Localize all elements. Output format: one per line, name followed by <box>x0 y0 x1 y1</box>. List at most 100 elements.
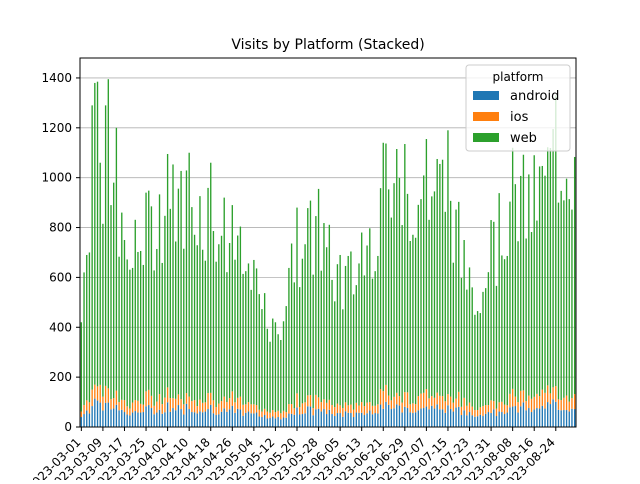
bar-web <box>363 275 366 407</box>
bar-web <box>336 264 339 404</box>
bar-android <box>485 413 487 427</box>
bar-ios <box>471 406 473 416</box>
bar-ios <box>557 399 560 410</box>
bar-ios <box>234 402 236 413</box>
bar-android <box>266 418 269 427</box>
bar-android <box>452 411 455 427</box>
bar-android <box>193 412 196 427</box>
bar-web <box>150 206 153 396</box>
bar-ios <box>94 384 96 399</box>
bar-android <box>544 408 546 427</box>
bar-web <box>274 322 277 413</box>
bar-web <box>511 147 514 389</box>
bar-web <box>113 182 115 399</box>
bar-android <box>439 409 441 427</box>
bar-web <box>156 248 158 402</box>
bar-android <box>272 416 274 427</box>
bar-web <box>530 232 533 399</box>
bar-ios <box>506 405 508 413</box>
bar-web <box>468 267 471 403</box>
bar-ios <box>331 405 333 415</box>
bar-ios <box>396 392 398 405</box>
bar-android <box>139 412 142 427</box>
bar-web <box>255 268 258 406</box>
legend-label-ios: ios <box>510 110 529 125</box>
bar-android <box>220 411 223 427</box>
bar-ios <box>102 396 104 411</box>
bar-ios <box>312 408 314 416</box>
bar-ios <box>261 411 263 418</box>
bar-ios <box>148 389 150 406</box>
bar-android <box>323 409 325 427</box>
bar-android <box>166 402 169 427</box>
bar-ios <box>199 399 201 412</box>
bar-ios <box>137 400 139 413</box>
bar-ios <box>80 411 83 418</box>
bar-web <box>231 205 233 392</box>
bar-android <box>428 409 430 427</box>
bar-android <box>110 409 112 427</box>
bar-android <box>385 401 387 427</box>
bar-ios <box>201 402 204 413</box>
bar-web <box>118 256 120 403</box>
y-tick-label: 1400 <box>41 71 72 85</box>
bar-android <box>468 412 471 427</box>
bar-web <box>277 334 279 411</box>
bar-ios <box>525 401 527 411</box>
bar-ios <box>207 393 209 410</box>
bar-android <box>183 414 185 427</box>
bar-android <box>86 410 88 427</box>
legend: platform android ios web <box>465 64 571 152</box>
bar-web <box>396 149 398 393</box>
bar-android <box>557 409 560 427</box>
bar-android <box>350 413 352 427</box>
bar-web <box>541 165 543 390</box>
legend-title: platform <box>493 70 544 84</box>
bar-ios <box>339 405 341 414</box>
bar-android <box>218 414 220 427</box>
bar-web <box>555 95 557 387</box>
bar-web <box>196 245 198 407</box>
bar-android <box>463 410 465 427</box>
bar-ios <box>274 412 277 419</box>
bar-android <box>471 415 473 427</box>
bar-ios <box>444 401 446 413</box>
bar-ios <box>88 402 91 414</box>
bar-web <box>452 262 455 403</box>
bar-ios <box>296 393 298 408</box>
bar-ios <box>533 396 535 410</box>
bar-web <box>503 259 506 405</box>
bar-web <box>387 189 390 396</box>
bar-web <box>563 200 565 398</box>
bar-android <box>487 412 490 427</box>
bar-ios <box>528 395 530 409</box>
bar-android <box>498 411 500 427</box>
bar-ios <box>382 391 384 409</box>
bar-android <box>530 412 533 427</box>
bar-web <box>104 105 107 386</box>
bar-android <box>261 417 263 427</box>
bar-ios <box>441 396 444 410</box>
bar-android <box>177 405 180 427</box>
bar-ios <box>352 409 355 418</box>
bar-ios <box>439 395 441 410</box>
bar-ios <box>285 412 287 418</box>
bar-web <box>123 240 126 401</box>
bar-ios <box>220 401 223 412</box>
bar-android <box>191 412 193 427</box>
bar-ios <box>196 406 198 414</box>
bar-web <box>409 241 411 405</box>
bar-ios <box>447 394 449 406</box>
legend-swatch-ios <box>473 112 499 121</box>
bar-android <box>560 410 562 427</box>
bars-layer <box>80 79 576 427</box>
bar-web <box>377 255 379 405</box>
bar-android <box>406 408 409 427</box>
bar-android <box>520 406 522 427</box>
bar-ios <box>428 398 430 410</box>
bar-web <box>525 238 527 402</box>
bar-web <box>183 248 185 405</box>
bar-android <box>277 417 279 427</box>
bar-ios <box>166 387 169 403</box>
bar-ios <box>188 396 190 410</box>
